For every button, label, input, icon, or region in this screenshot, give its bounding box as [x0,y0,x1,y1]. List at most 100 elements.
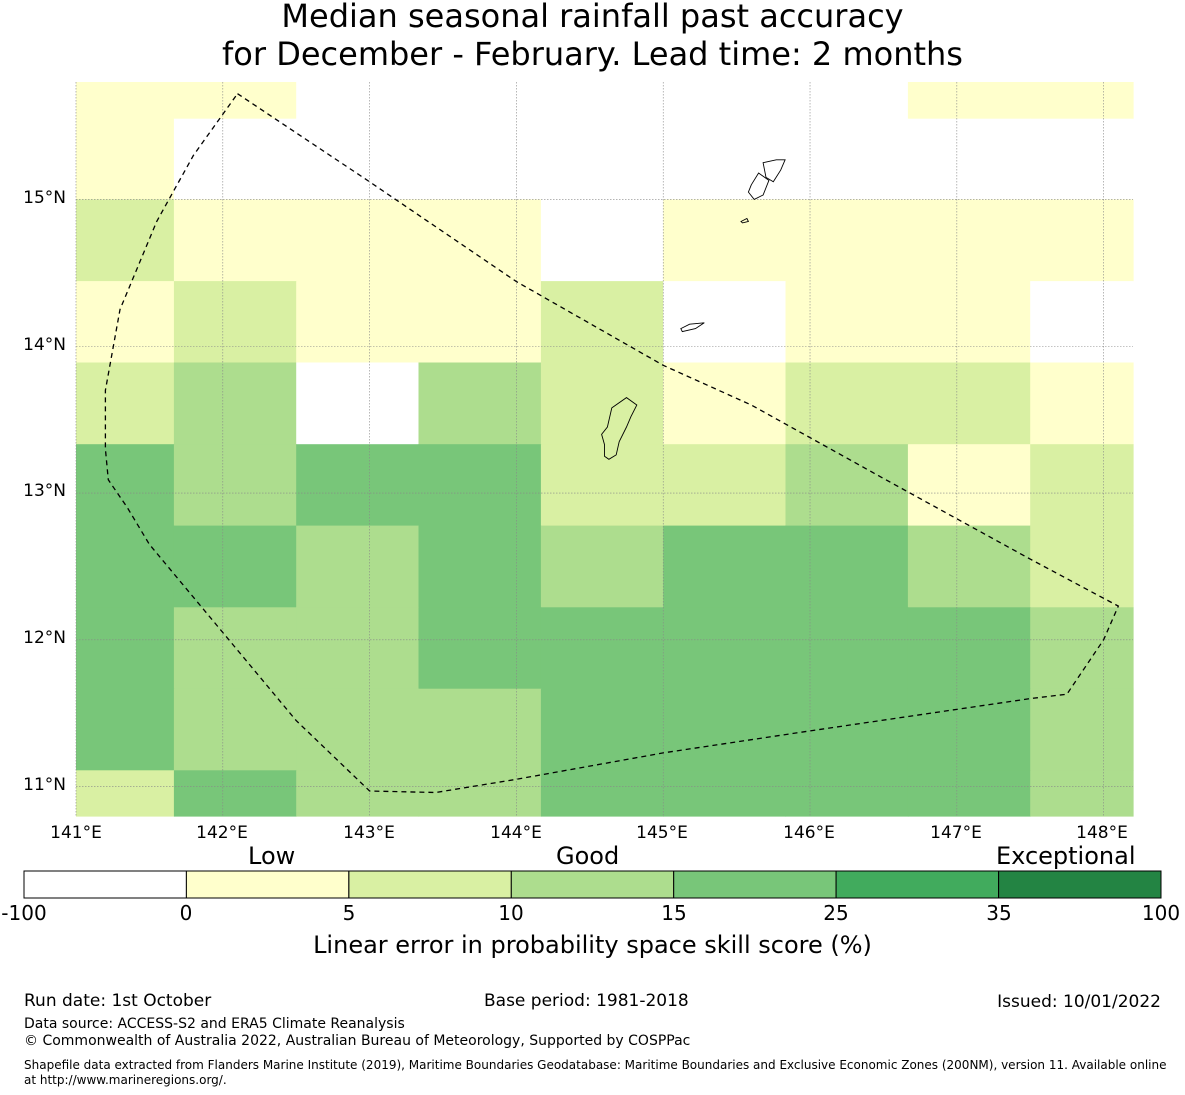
colorbar-bin [510,870,675,899]
grid-cell [296,525,420,608]
grid-cell [907,362,1031,445]
grid-cell [76,688,175,771]
colorbar-tick: 35 [986,901,1012,925]
island-outline [601,397,638,460]
grid-cell [76,118,175,200]
grid-cell [540,525,664,608]
colorbar-bin [673,870,837,899]
colorbar-tick: -100 [1,901,47,925]
grid-cell [173,444,297,527]
colorbar-title: Linear error in probability space skill … [313,931,872,959]
grid-cell [663,118,787,200]
grid-cell [296,362,420,445]
island-outlines [601,159,786,460]
lat-label-14n: 14°N [23,335,66,355]
skill-grid [76,82,1134,817]
issued-date: Issued: 10/01/2022 [997,992,1161,1012]
grid-cell [1030,362,1134,445]
data-source: Data source: ACCESS-S2 and ERA5 Climate … [24,1016,405,1032]
lon-label-147e: 147°E [930,823,982,843]
colorbar-bin [23,870,187,899]
grid-cell [1030,607,1134,690]
grid-cell [1030,688,1134,771]
colorbar-bin [185,870,350,899]
grid-cell [418,607,542,690]
lat-lon-gridlines [75,82,1133,816]
grid-cell [907,82,1031,120]
grid-cell [663,770,787,817]
grid-cell [785,199,909,282]
grid-cell [907,118,1031,200]
copyright-notice: © Commonwealth of Australia 2022, Austra… [24,1033,691,1049]
lon-label-144e: 144°E [490,823,542,843]
colorbar-tick: 25 [823,901,849,925]
lon-label-148e: 148°E [1076,823,1128,843]
island-outline [740,217,750,224]
lon-label-141e: 141°E [50,823,102,843]
grid-cell [907,281,1031,364]
grid-cell [76,362,175,445]
island-outline [680,322,705,333]
colorbar-label-exceptional: Exceptional [996,842,1136,870]
grid-cell [540,362,664,445]
grid-cell [296,281,420,364]
grid-cell [76,199,175,282]
chart-title-line-1: Median seasonal rainfall past accuracy [281,0,904,35]
grid-cell [418,688,542,771]
grid-cell [540,607,664,690]
grid-cell [418,199,542,282]
grid-cell [663,688,787,771]
lat-label-15n: 15°N [23,188,66,208]
colorbar-tick: 0 [179,901,193,925]
colorbar-tick: 10 [498,901,524,925]
colorbar-tick: 5 [342,901,356,925]
grid-cell [540,444,664,527]
grid-cell [418,525,542,608]
grid-cell [785,281,909,364]
grid-cell [76,281,175,364]
grid-cell [540,281,664,364]
grid-cell [1030,525,1134,608]
colorbar-tick: 15 [661,901,687,925]
grid-cell [663,444,787,527]
lat-label-12n: 12°N [23,628,66,648]
grid-cell [785,444,909,527]
grid-cell [540,688,664,771]
island-outline [762,159,786,183]
grid-cell [785,118,909,200]
grid-cell [296,444,420,527]
grid-cell [173,770,297,817]
grid-cell [785,525,909,608]
grid-cell [1030,199,1134,282]
island-outline [747,172,770,200]
grid-cell [76,770,175,817]
grid-cell [663,525,787,608]
grid-cell [907,688,1031,771]
grid-cell [296,607,420,690]
grid-cell [296,688,420,771]
grid-cell [663,607,787,690]
colorbar-bin [998,870,1162,899]
grid-cell [418,118,542,200]
shapefile-credit-line-1: Shapefile data extracted from Flanders M… [24,1058,1167,1072]
grid-cell [296,770,420,817]
base-period: Base period: 1981-2018 [484,991,689,1011]
grid-cell [296,82,420,120]
colorbar [23,870,1162,899]
grid-cell [540,770,664,817]
grid-cell [663,82,787,120]
lon-label-145e: 145°E [636,823,688,843]
colorbar-tick: 100 [1141,901,1181,925]
chart-title-line-2: for December - February. Lead time: 2 mo… [222,35,963,73]
lon-label-142e: 142°E [196,823,248,843]
grid-cell [173,82,297,120]
grid-cell [418,770,542,817]
grid-cell [663,199,787,282]
grid-cell [173,199,297,282]
grid-cell [76,525,175,608]
grid-cell [540,82,664,120]
grid-cell [540,118,664,200]
grid-cell [785,82,909,120]
grid-cell [785,770,909,817]
grid-cell [173,525,297,608]
